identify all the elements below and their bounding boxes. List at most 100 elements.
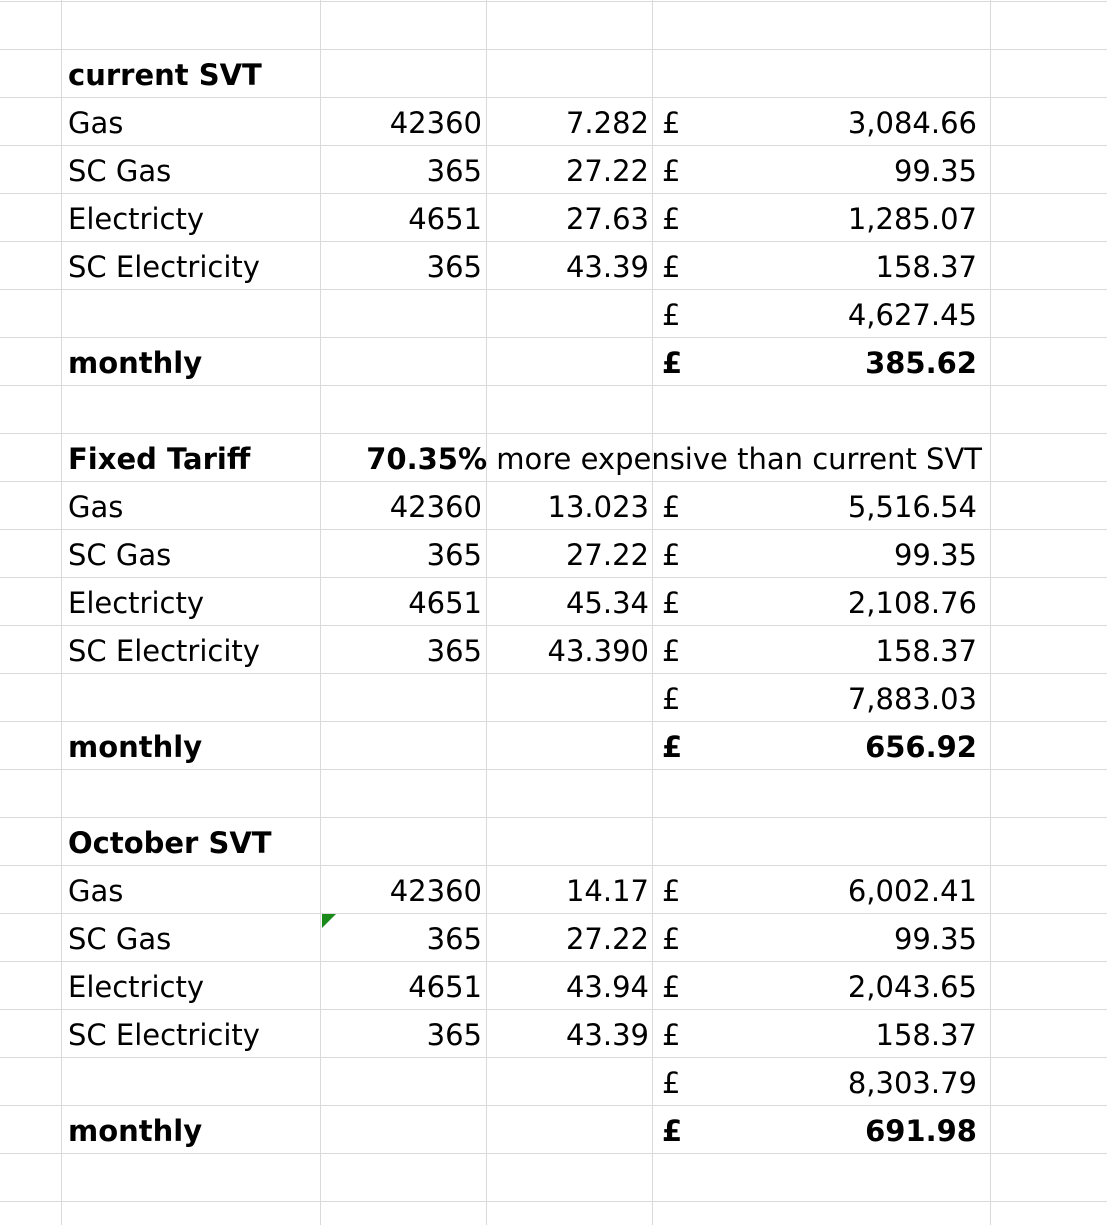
- item-rate[interactable]: 13.023: [547, 490, 649, 524]
- monthly-row[interactable]: monthly £ 656.92: [0, 723, 1107, 771]
- item-rate[interactable]: 43.94: [565, 970, 649, 1004]
- item-label[interactable]: Electricty: [68, 586, 204, 620]
- item-quantity[interactable]: 365: [426, 1018, 482, 1052]
- item-amount[interactable]: 6,002.41: [847, 874, 977, 908]
- currency-symbol[interactable]: £: [662, 682, 681, 716]
- table-row[interactable]: Electricty 4651 43.94 £ 2,043.65: [0, 963, 1107, 1011]
- table-row[interactable]: Electricty 4651 27.63 £ 1,285.07: [0, 195, 1107, 243]
- cell-indicator-triangle-icon[interactable]: [322, 914, 336, 928]
- item-label[interactable]: SC Gas: [68, 538, 172, 572]
- item-label[interactable]: Gas: [68, 490, 124, 524]
- monthly-amount[interactable]: 656.92: [865, 730, 977, 764]
- item-quantity[interactable]: 4651: [408, 586, 482, 620]
- total-amount[interactable]: 7,883.03: [847, 682, 977, 716]
- item-amount[interactable]: 5,516.54: [847, 490, 977, 524]
- monthly-amount[interactable]: 691.98: [865, 1114, 977, 1148]
- total-row[interactable]: £ 8,303.79: [0, 1059, 1107, 1107]
- currency-symbol[interactable]: £: [662, 730, 683, 764]
- table-row[interactable]: Gas 42360 13.023 £ 5,516.54: [0, 483, 1107, 531]
- item-label[interactable]: Gas: [68, 106, 124, 140]
- table-row[interactable]: SC Electricity 365 43.39 £ 158.37: [0, 243, 1107, 291]
- item-rate[interactable]: 43.39: [565, 1018, 649, 1052]
- currency-symbol[interactable]: £: [662, 1018, 681, 1052]
- currency-symbol[interactable]: £: [662, 202, 681, 236]
- item-amount[interactable]: 3,084.66: [847, 106, 977, 140]
- currency-symbol[interactable]: £: [662, 106, 681, 140]
- item-amount[interactable]: 99.35: [893, 922, 977, 956]
- item-rate[interactable]: 27.22: [565, 538, 649, 572]
- currency-symbol[interactable]: £: [662, 874, 681, 908]
- item-rate[interactable]: 14.17: [565, 874, 649, 908]
- item-rate[interactable]: 27.22: [565, 922, 649, 956]
- item-amount[interactable]: 158.37: [875, 1018, 977, 1052]
- item-amount[interactable]: 99.35: [893, 154, 977, 188]
- item-label[interactable]: Electricty: [68, 202, 204, 236]
- monthly-label[interactable]: monthly: [68, 1114, 203, 1148]
- item-quantity[interactable]: 42360: [389, 490, 482, 524]
- item-amount[interactable]: 158.37: [875, 634, 977, 668]
- currency-symbol[interactable]: £: [662, 1114, 683, 1148]
- item-quantity[interactable]: 365: [426, 538, 482, 572]
- monthly-row[interactable]: monthly £ 385.62: [0, 339, 1107, 387]
- item-quantity[interactable]: 365: [426, 922, 482, 956]
- currency-symbol[interactable]: £: [662, 154, 681, 188]
- item-label[interactable]: SC Electricity: [68, 250, 260, 284]
- item-label[interactable]: SC Electricity: [68, 634, 260, 668]
- item-rate[interactable]: 43.390: [547, 634, 649, 668]
- table-row[interactable]: SC Electricity 365 43.39 £ 158.37: [0, 1011, 1107, 1059]
- comparison-note[interactable]: 70.35% more expensive than current SVT: [322, 435, 982, 483]
- section-title-row[interactable]: current SVT: [0, 51, 1107, 99]
- item-quantity[interactable]: 42360: [389, 874, 482, 908]
- currency-symbol[interactable]: £: [662, 250, 681, 284]
- item-quantity[interactable]: 365: [426, 154, 482, 188]
- monthly-amount[interactable]: 385.62: [865, 346, 977, 380]
- table-row[interactable]: SC Gas 365 27.22 £ 99.35: [0, 915, 1107, 963]
- item-label[interactable]: Electricty: [68, 970, 204, 1004]
- monthly-row[interactable]: monthly £ 691.98: [0, 1107, 1107, 1155]
- item-label[interactable]: Gas: [68, 874, 124, 908]
- item-rate[interactable]: 43.39: [565, 250, 649, 284]
- item-quantity[interactable]: 365: [426, 634, 482, 668]
- monthly-label[interactable]: monthly: [68, 730, 203, 764]
- item-label[interactable]: SC Gas: [68, 922, 172, 956]
- total-row[interactable]: £ 7,883.03: [0, 675, 1107, 723]
- item-rate[interactable]: 27.63: [565, 202, 649, 236]
- monthly-label[interactable]: monthly: [68, 346, 203, 380]
- total-amount[interactable]: 4,627.45: [847, 298, 977, 332]
- total-amount[interactable]: 8,303.79: [847, 1066, 977, 1100]
- item-rate[interactable]: 7.282: [565, 106, 649, 140]
- item-label[interactable]: SC Gas: [68, 154, 172, 188]
- section-title-row[interactable]: Fixed Tariff 70.35% more expensive than …: [0, 435, 1107, 483]
- section-title[interactable]: current SVT: [68, 58, 262, 92]
- section-title-row[interactable]: October SVT: [0, 819, 1107, 867]
- table-row[interactable]: SC Electricity 365 43.390 £ 158.37: [0, 627, 1107, 675]
- section-title[interactable]: October SVT: [68, 826, 272, 860]
- item-rate[interactable]: 45.34: [565, 586, 649, 620]
- currency-symbol[interactable]: £: [662, 970, 681, 1004]
- table-row[interactable]: SC Gas 365 27.22 £ 99.35: [0, 531, 1107, 579]
- table-row[interactable]: SC Gas 365 27.22 £ 99.35: [0, 147, 1107, 195]
- item-amount[interactable]: 158.37: [875, 250, 977, 284]
- table-row[interactable]: Gas 42360 7.282 £ 3,084.66: [0, 99, 1107, 147]
- item-label[interactable]: SC Electricity: [68, 1018, 260, 1052]
- currency-symbol[interactable]: £: [662, 490, 681, 524]
- item-quantity[interactable]: 42360: [389, 106, 482, 140]
- currency-symbol[interactable]: £: [662, 586, 681, 620]
- currency-symbol[interactable]: £: [662, 298, 681, 332]
- table-row[interactable]: Gas 42360 14.17 £ 6,002.41: [0, 867, 1107, 915]
- item-quantity[interactable]: 365: [426, 250, 482, 284]
- item-amount[interactable]: 2,108.76: [847, 586, 977, 620]
- currency-symbol[interactable]: £: [662, 1066, 681, 1100]
- section-title[interactable]: Fixed Tariff: [68, 442, 251, 476]
- item-quantity[interactable]: 4651: [408, 202, 482, 236]
- item-amount[interactable]: 99.35: [893, 538, 977, 572]
- item-quantity[interactable]: 4651: [408, 970, 482, 1004]
- currency-symbol[interactable]: £: [662, 538, 681, 572]
- total-row[interactable]: £ 4,627.45: [0, 291, 1107, 339]
- currency-symbol[interactable]: £: [662, 634, 681, 668]
- item-amount[interactable]: 2,043.65: [847, 970, 977, 1004]
- currency-symbol[interactable]: £: [662, 922, 681, 956]
- table-row[interactable]: Electricty 4651 45.34 £ 2,108.76: [0, 579, 1107, 627]
- item-rate[interactable]: 27.22: [565, 154, 649, 188]
- currency-symbol[interactable]: £: [662, 346, 683, 380]
